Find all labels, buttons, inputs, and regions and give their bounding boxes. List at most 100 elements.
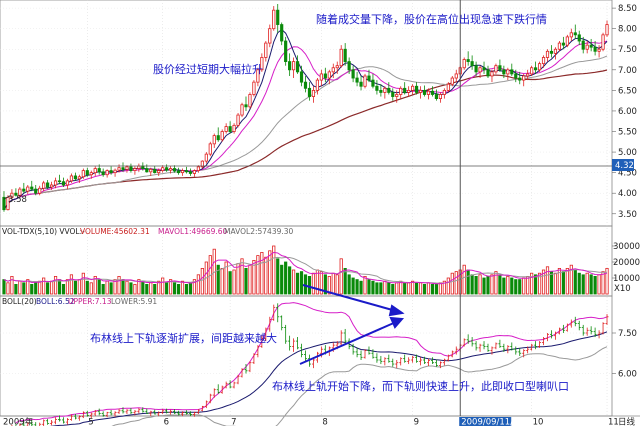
candle-body-67 [268,28,272,44]
candle-body-20 [81,170,85,178]
candle-body-75 [299,71,304,83]
candle-89 [355,71,359,87]
volume-bar-113 [450,272,454,295]
volume-bar-48 [192,279,197,295]
boll-bar-114 [454,346,458,355]
volume-bar-138 [549,271,554,295]
candle-body-7 [30,186,34,190]
candle-43 [172,165,177,173]
candle-120 [478,65,482,79]
volume-bar-78 [311,272,316,295]
boll-bar-33 [133,409,137,416]
volume-bar-108 [430,283,435,295]
candle-body-41 [165,167,169,171]
candle-body-39 [157,170,161,174]
candle-body-30 [121,167,125,170]
boll-bar-120 [478,343,482,352]
candle-body-105 [418,89,423,93]
candle-124 [494,63,498,74]
boll-bar-39 [157,411,161,417]
volume-bar-141 [561,271,565,295]
volume-bar-150 [597,274,601,295]
candle-121 [482,61,486,74]
volume-bar-17 [69,274,74,295]
candle-body-129 [514,73,518,79]
volume-bar-38 [153,283,157,295]
candle-body-147 [585,44,589,50]
candle-body-17 [69,175,74,182]
x-tick-label-4: 8 [322,418,327,426]
boll-bar-124 [494,342,498,350]
boll-bar-111 [442,358,446,366]
boll-bar-38 [153,409,157,415]
candle-67 [268,24,272,48]
volume-bar-50 [200,267,204,295]
volume-bar-25 [101,283,105,295]
candle-body-63 [252,81,256,95]
volume-bar-13 [53,275,58,295]
candle-body-59 [236,114,240,126]
candle-body-102 [407,89,411,93]
volume-bar-3 [14,283,18,295]
volume-bar-20 [81,272,85,295]
volume-bar-129 [514,279,518,295]
volume-bar-5 [22,282,26,295]
volume-bar-77 [307,275,312,295]
candle-body-94 [375,85,379,91]
candle-66 [264,41,268,62]
volume-bar-107 [426,282,431,295]
candle-body-21 [85,170,89,176]
boll-bar-138 [549,330,553,339]
candle-body-106 [422,89,427,95]
candle-19 [77,174,81,183]
volume-bar-18 [73,280,77,295]
volume-bar-151 [601,271,605,295]
volume-bar-147 [585,272,589,295]
price-tick-label-4: 6.50 [618,86,637,96]
volume-bar-10 [42,277,46,295]
candle-7 [30,180,34,192]
candle-body-98 [391,92,395,97]
volume-bar-88 [351,277,355,295]
volume-bar-94 [375,282,379,295]
candle-body-22 [89,172,93,176]
boll-bar-5 [22,420,26,426]
volume-bar-90 [359,280,363,295]
candle-123 [490,69,494,83]
candle-body-15 [61,181,66,186]
candle-body-70 [280,24,284,42]
candle-body-137 [545,50,550,58]
candle-2 [10,189,14,200]
candle-45 [180,168,185,176]
boll-bar-128 [510,342,514,351]
candle-102 [407,86,411,97]
boll-bar-8 [34,422,37,426]
candle-body-89 [355,77,359,83]
candle-body-135 [537,63,542,71]
volume-axis: 30000 20000 10000 [612,242,640,284]
candle-30 [121,162,125,172]
volume-bar-144 [573,269,577,295]
boll-bar-35 [141,407,145,413]
candle-body-93 [371,79,375,87]
candle-body-121 [482,67,486,71]
candle-25 [101,168,105,177]
boll-header-upper: UPPER:7.13 [68,297,112,306]
candle-136 [541,55,546,68]
candle-body-108 [430,90,435,95]
boll-bar-53 [212,388,216,398]
candle-105 [418,86,423,99]
candle-75 [299,65,304,87]
volume-bar-6 [26,279,30,295]
candle-body-123 [490,71,494,77]
boll-bar-129 [514,346,518,355]
candle-body-29 [117,167,121,171]
boll-bar-34 [137,408,141,414]
boll-bar-125 [498,339,502,348]
volume-header: VOL-TDX(5,10) VVOL:- VOLUME:45602.31 MAV… [2,227,294,236]
candle-77 [307,82,312,101]
boll-bar-9 [39,422,42,426]
boll-bar-97 [387,354,391,363]
boll-bar-65 [260,335,264,348]
volume-bar-137 [545,266,550,295]
